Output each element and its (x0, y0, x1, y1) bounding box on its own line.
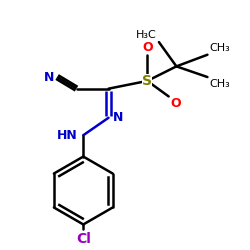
Text: N: N (113, 111, 124, 124)
Text: Cl: Cl (76, 232, 91, 246)
Text: CH₃: CH₃ (210, 43, 230, 53)
Text: H₃C: H₃C (136, 30, 157, 40)
Text: S: S (142, 74, 152, 88)
Text: O: O (170, 98, 181, 110)
Text: N: N (44, 70, 54, 84)
Text: O: O (142, 41, 152, 54)
Text: HN: HN (57, 129, 78, 142)
Text: CH₃: CH₃ (210, 79, 230, 89)
